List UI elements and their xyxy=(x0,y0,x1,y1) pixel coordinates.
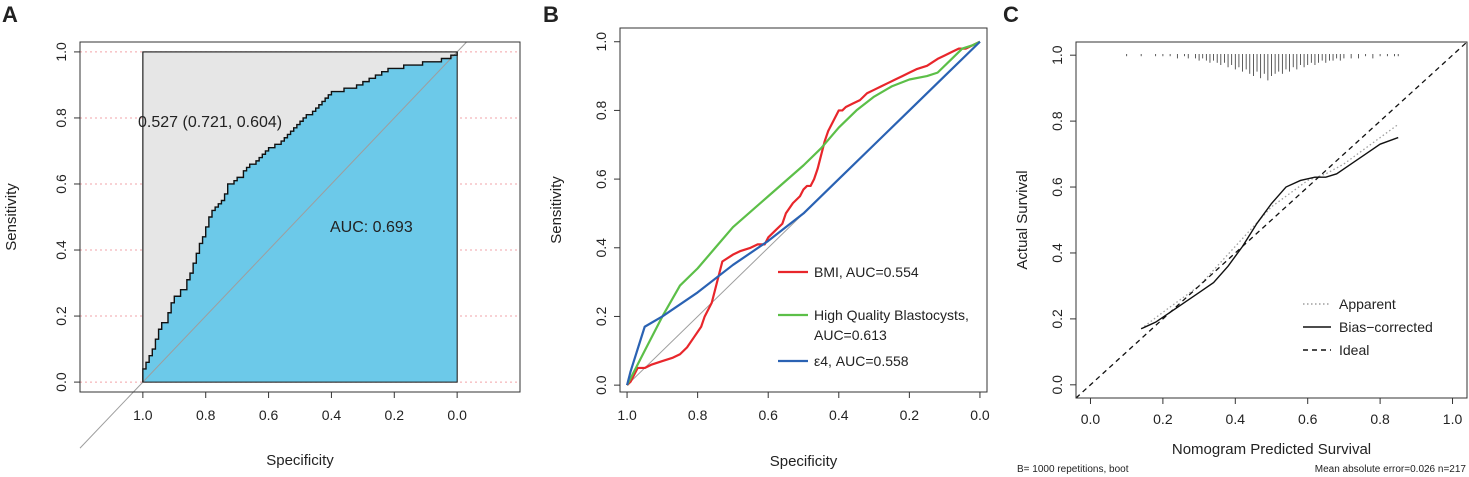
x-tick-label: 0.0 xyxy=(970,407,990,423)
y-tick-label: 0.4 xyxy=(593,238,609,258)
x-axis-title: Nomogram Predicted Survival xyxy=(1172,441,1371,458)
unit-square-outline xyxy=(142,51,458,383)
roc-series-line-1 xyxy=(626,40,981,386)
auc-label: AUC: 0.693 xyxy=(330,219,413,236)
plot-frame xyxy=(619,27,988,393)
x-tick-label: 0.8 xyxy=(196,407,216,423)
x-tick-label: 1.0 xyxy=(133,407,153,423)
x-tick-label: 0.6 xyxy=(758,407,778,423)
y-tick-label: 0.4 xyxy=(1049,243,1065,263)
legend-label-1: BMI, AUC=0.554 xyxy=(814,264,919,280)
roc-curve-line xyxy=(142,51,458,383)
x-axis-title: Specificity xyxy=(770,453,838,470)
y-tick-label: 0.6 xyxy=(593,169,609,189)
x-tick-label: 0.0 xyxy=(447,407,467,423)
panel-a-roc-chart: A 0.527 (0.721, 0.604) AUC: 0.693 1.0 0.8 0.6… xyxy=(2,2,521,469)
x-tick-label: 0.4 xyxy=(829,407,849,423)
legend-label-1: Apparent xyxy=(1339,296,1396,312)
x-tick-label: 0.8 xyxy=(1370,411,1390,427)
panel-letter-b: B xyxy=(543,2,559,27)
plot-frame xyxy=(79,41,521,393)
threshold-label: 0.527 (0.721, 0.604) xyxy=(138,114,282,131)
y-tick-label: 0.0 xyxy=(593,375,609,395)
calibration-line-ideal xyxy=(1075,41,1468,399)
legend-label-2: High Quality Blastocysts, xyxy=(814,307,969,323)
footnote-right: Mean absolute error=0.026 n=217 xyxy=(1315,464,1467,475)
y-tick-label: 0.2 xyxy=(53,306,69,326)
x-tick-label: 1.0 xyxy=(617,407,637,423)
roc-series-line-3 xyxy=(625,40,981,386)
panel-letter-c: C xyxy=(1003,2,1019,27)
x-tick-label: 0.2 xyxy=(900,407,920,423)
legend-label-3: ε4, AUC=0.558 xyxy=(814,353,909,369)
x-tick-label: 0.6 xyxy=(259,407,279,423)
roc-series-line-2 xyxy=(626,40,981,386)
x-axis-title: Specificity xyxy=(266,452,334,469)
y-tick-label: 0.2 xyxy=(593,307,609,327)
x-tick-label: 0.4 xyxy=(322,407,342,423)
y-axis-title: Actual Survival xyxy=(1014,170,1031,269)
y-tick-label: 0.8 xyxy=(1049,111,1065,131)
y-tick-label: 0.8 xyxy=(53,108,69,128)
footnote-left: B= 1000 repetitions, boot xyxy=(1017,464,1129,475)
x-tick-label: 0.6 xyxy=(1298,411,1318,427)
panel-c-calibration-chart: C Apparent Bias−corrected Ideal 0.0 0.2 0.4 0.6… xyxy=(1003,2,1468,475)
y-tick-label: 0.2 xyxy=(1049,309,1065,329)
x-tick-label: 0.8 xyxy=(688,407,708,423)
y-tick-label: 0.0 xyxy=(53,372,69,392)
y-tick-label: 0.4 xyxy=(53,240,69,260)
legend-label-2: Bias−corrected xyxy=(1339,319,1433,335)
y-tick-label: 0.6 xyxy=(53,174,69,194)
plot-frame xyxy=(1075,41,1468,399)
y-tick-label: 1.0 xyxy=(593,32,609,52)
panel-letter-a: A xyxy=(2,2,18,27)
x-tick-label: 0.2 xyxy=(1153,411,1173,427)
y-tick-label: 0.8 xyxy=(593,100,609,120)
x-tick-label: 0.2 xyxy=(385,407,405,423)
calibration-line-bias-corrected xyxy=(1140,136,1399,330)
x-tick-label: 1.0 xyxy=(1443,411,1463,427)
panel-b-roc-comparison-chart: B BMI, AUC=0.554 High Quality Blastocysts,… xyxy=(543,2,990,470)
y-tick-label: 1.0 xyxy=(53,42,69,62)
x-tick-label: 0.0 xyxy=(1081,411,1101,427)
x-tick-label: 0.4 xyxy=(1226,411,1246,427)
legend-label-2: AUC=0.613 xyxy=(814,327,887,343)
y-tick-label: 0.6 xyxy=(1049,177,1065,197)
y-axis-title: Sensitivity xyxy=(548,176,565,244)
reference-diagonal xyxy=(79,41,467,449)
y-tick-label: 0.0 xyxy=(1049,375,1065,395)
y-tick-label: 1.0 xyxy=(1049,45,1065,65)
calibration-line-apparent xyxy=(1140,123,1399,330)
y-axis-title: Sensitivity xyxy=(3,183,20,251)
legend-label-3: Ideal xyxy=(1339,342,1369,358)
